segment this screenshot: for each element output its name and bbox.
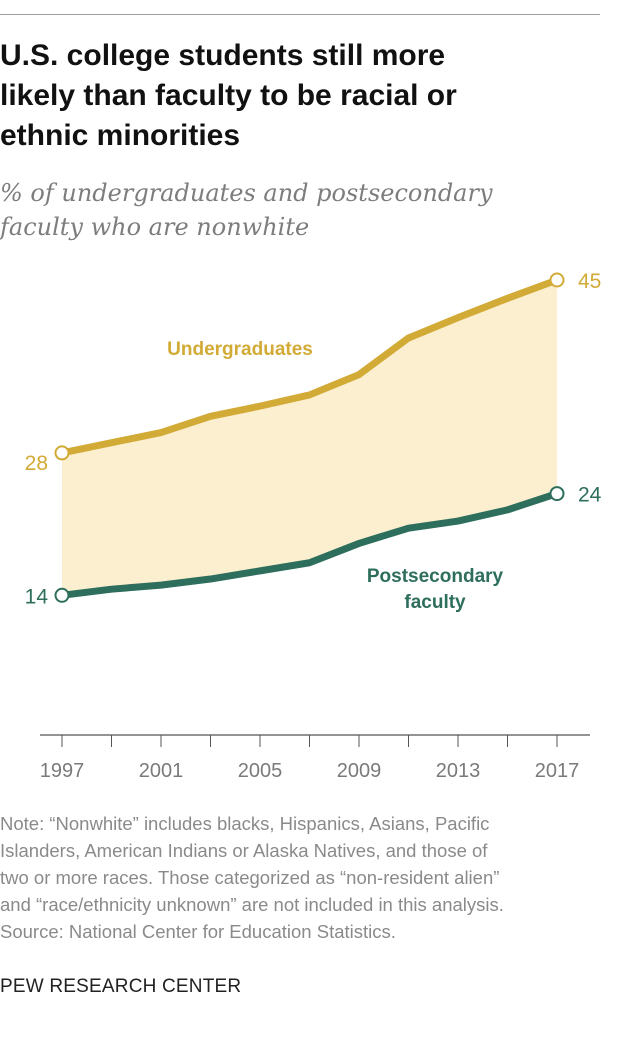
series-label-undergraduates: Undergraduates <box>167 339 313 360</box>
x-tick-label: 2013 <box>436 760 481 782</box>
note-line: Islanders, American Indians or Alaska Na… <box>0 840 488 861</box>
series-label-faculty: Postsecondary <box>367 566 504 587</box>
chart-subtitle: % of undergraduates and postsecondary fa… <box>0 176 590 244</box>
note-line: two or more races. Those categorized as … <box>0 867 500 888</box>
data-label: 14 <box>25 585 49 608</box>
gap-area <box>62 280 557 596</box>
series-line-faculty <box>58 490 561 599</box>
note-line: and “race/ethnicity unknown” are not inc… <box>0 894 504 915</box>
data-label: 24 <box>578 484 602 507</box>
top-rule <box>0 14 600 15</box>
note-line: Note: “Nonwhite” includes blacks, Hispan… <box>0 813 490 834</box>
note-line: Source: National Center for Education St… <box>0 921 396 942</box>
source-footer: PEW RESEARCH CENTER <box>0 976 242 997</box>
subtitle-line: % of undergraduates and postsecondary <box>0 179 493 207</box>
chart-note: Note: “Nonwhite” includes blacks, Hispan… <box>0 810 612 945</box>
data-point-marker <box>54 587 70 603</box>
series-label-faculty: faculty <box>404 592 466 613</box>
chart-title: U.S. college students still more likely … <box>0 36 590 156</box>
data-point-marker <box>54 445 70 461</box>
line-chart: 1997 2001 2005 2009 2013 2017 28 45 14 24 Undergra… <box>25 270 602 782</box>
x-tick-label: 2009 <box>337 760 382 782</box>
x-tick-label: 1997 <box>40 760 85 782</box>
data-point-marker <box>549 486 565 502</box>
subtitle-line: faculty who are nonwhite <box>0 213 310 241</box>
data-label: 45 <box>578 270 601 293</box>
title-line: ethnic minorities <box>0 119 241 152</box>
x-tick-label: 2017 <box>535 760 580 782</box>
data-point-marker <box>549 272 565 288</box>
data-label: 28 <box>25 452 48 475</box>
x-tick-label: 2005 <box>238 760 283 782</box>
series-line-undergraduates <box>58 276 561 457</box>
title-line: U.S. college students still more <box>0 39 446 72</box>
x-tick-label: 2001 <box>139 760 184 782</box>
title-line: likely than faculty to be racial or <box>0 79 457 112</box>
